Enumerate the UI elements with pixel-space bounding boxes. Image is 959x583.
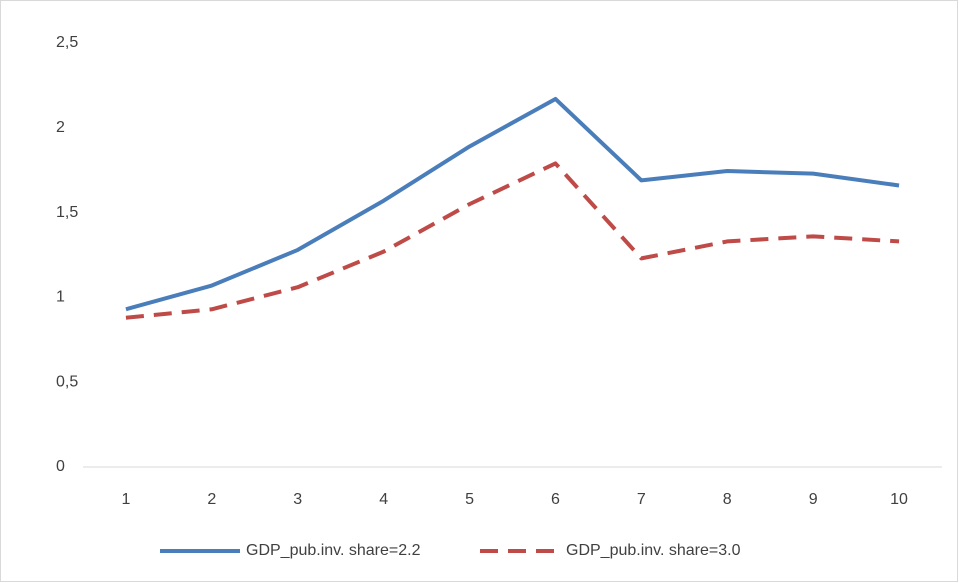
- legend-label: GDP_pub.inv. share=3.0: [566, 542, 741, 559]
- x-tick-label: 3: [293, 491, 302, 508]
- x-tick-label: 8: [723, 491, 732, 508]
- x-tick-label: 10: [890, 491, 908, 508]
- series-line: [125, 96, 900, 312]
- x-tick-label: 2: [207, 491, 216, 508]
- x-tick-label: 1: [121, 491, 130, 508]
- y-tick-label: 0: [56, 458, 65, 475]
- x-tick-label: 9: [809, 491, 818, 508]
- x-tick-label: 7: [637, 491, 646, 508]
- x-tick-label: 6: [551, 491, 560, 508]
- x-tick-label: 5: [465, 491, 474, 508]
- x-tick-label: 4: [379, 491, 388, 508]
- legend-label: GDP_pub.inv. share=2.2: [246, 542, 421, 559]
- y-tick-label: 2: [56, 119, 65, 136]
- y-tick-label: 0,5: [56, 373, 78, 390]
- y-tick-label: 1: [56, 289, 65, 306]
- y-tick-label: 2,5: [56, 34, 78, 51]
- y-tick-label: 1,5: [56, 204, 78, 221]
